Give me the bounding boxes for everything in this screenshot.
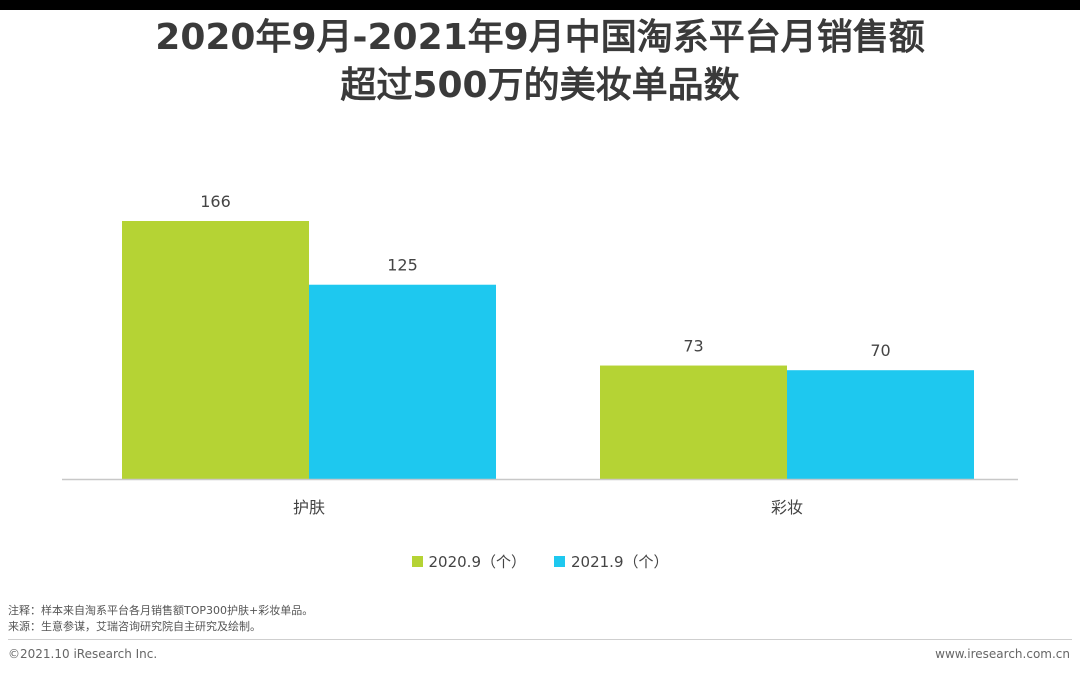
data-label-1-0: 73	[683, 337, 703, 356]
chart-title-line-1: 2020年9月-2021年9月中国淘系平台月销售额	[155, 17, 925, 58]
top-bar	[0, 0, 1080, 10]
category-label-1: 彩妆	[771, 498, 803, 517]
source-text: 来源：生意参谋，艾瑞咨询研究院自主研究及绘制。	[8, 620, 261, 633]
bar-1-0	[600, 365, 787, 479]
legend-swatch-2021	[554, 556, 565, 567]
data-label-0-1: 125	[387, 256, 418, 275]
note-text: 注释：样本来自淘系平台各月销售额TOP300护肤+彩妆单品。	[8, 604, 314, 617]
chart-title-line-2: 超过500万的美妆单品数	[340, 65, 740, 106]
copyright-text: ©2021.10 iResearch Inc.	[8, 647, 158, 661]
chart-title: 2020年9月-2021年9月中国淘系平台月销售额 超过500万的美妆单品数	[0, 14, 1080, 110]
legend-swatch-2020	[411, 556, 423, 567]
legend-item-2020: 2020.9（个）	[411, 551, 527, 572]
legend-item-2021: 2021.9（个）	[554, 551, 669, 572]
data-label-1-1: 70	[870, 341, 890, 360]
website-link[interactable]: www.iresearch.com.cn	[935, 647, 1070, 661]
bar-chart: 166 125 护肤 73 70 彩妆	[62, 192, 1018, 517]
bar-0-0	[122, 221, 309, 479]
bar-1-1	[787, 370, 974, 479]
data-label-0-0: 166	[200, 192, 231, 211]
chart-legend: 2020.9（个） 2021.9（个）	[0, 551, 1080, 572]
chart-notes: 注释：样本来自淘系平台各月销售额TOP300护肤+彩妆单品。 来源：生意参谋，艾…	[8, 603, 313, 635]
footer-divider	[8, 639, 1072, 640]
category-label-0: 护肤	[293, 498, 325, 517]
legend-label-2021: 2021.9（个）	[571, 553, 669, 571]
legend-label-2020: 2020.9（个）	[428, 553, 527, 571]
bar-0-1	[309, 284, 496, 479]
